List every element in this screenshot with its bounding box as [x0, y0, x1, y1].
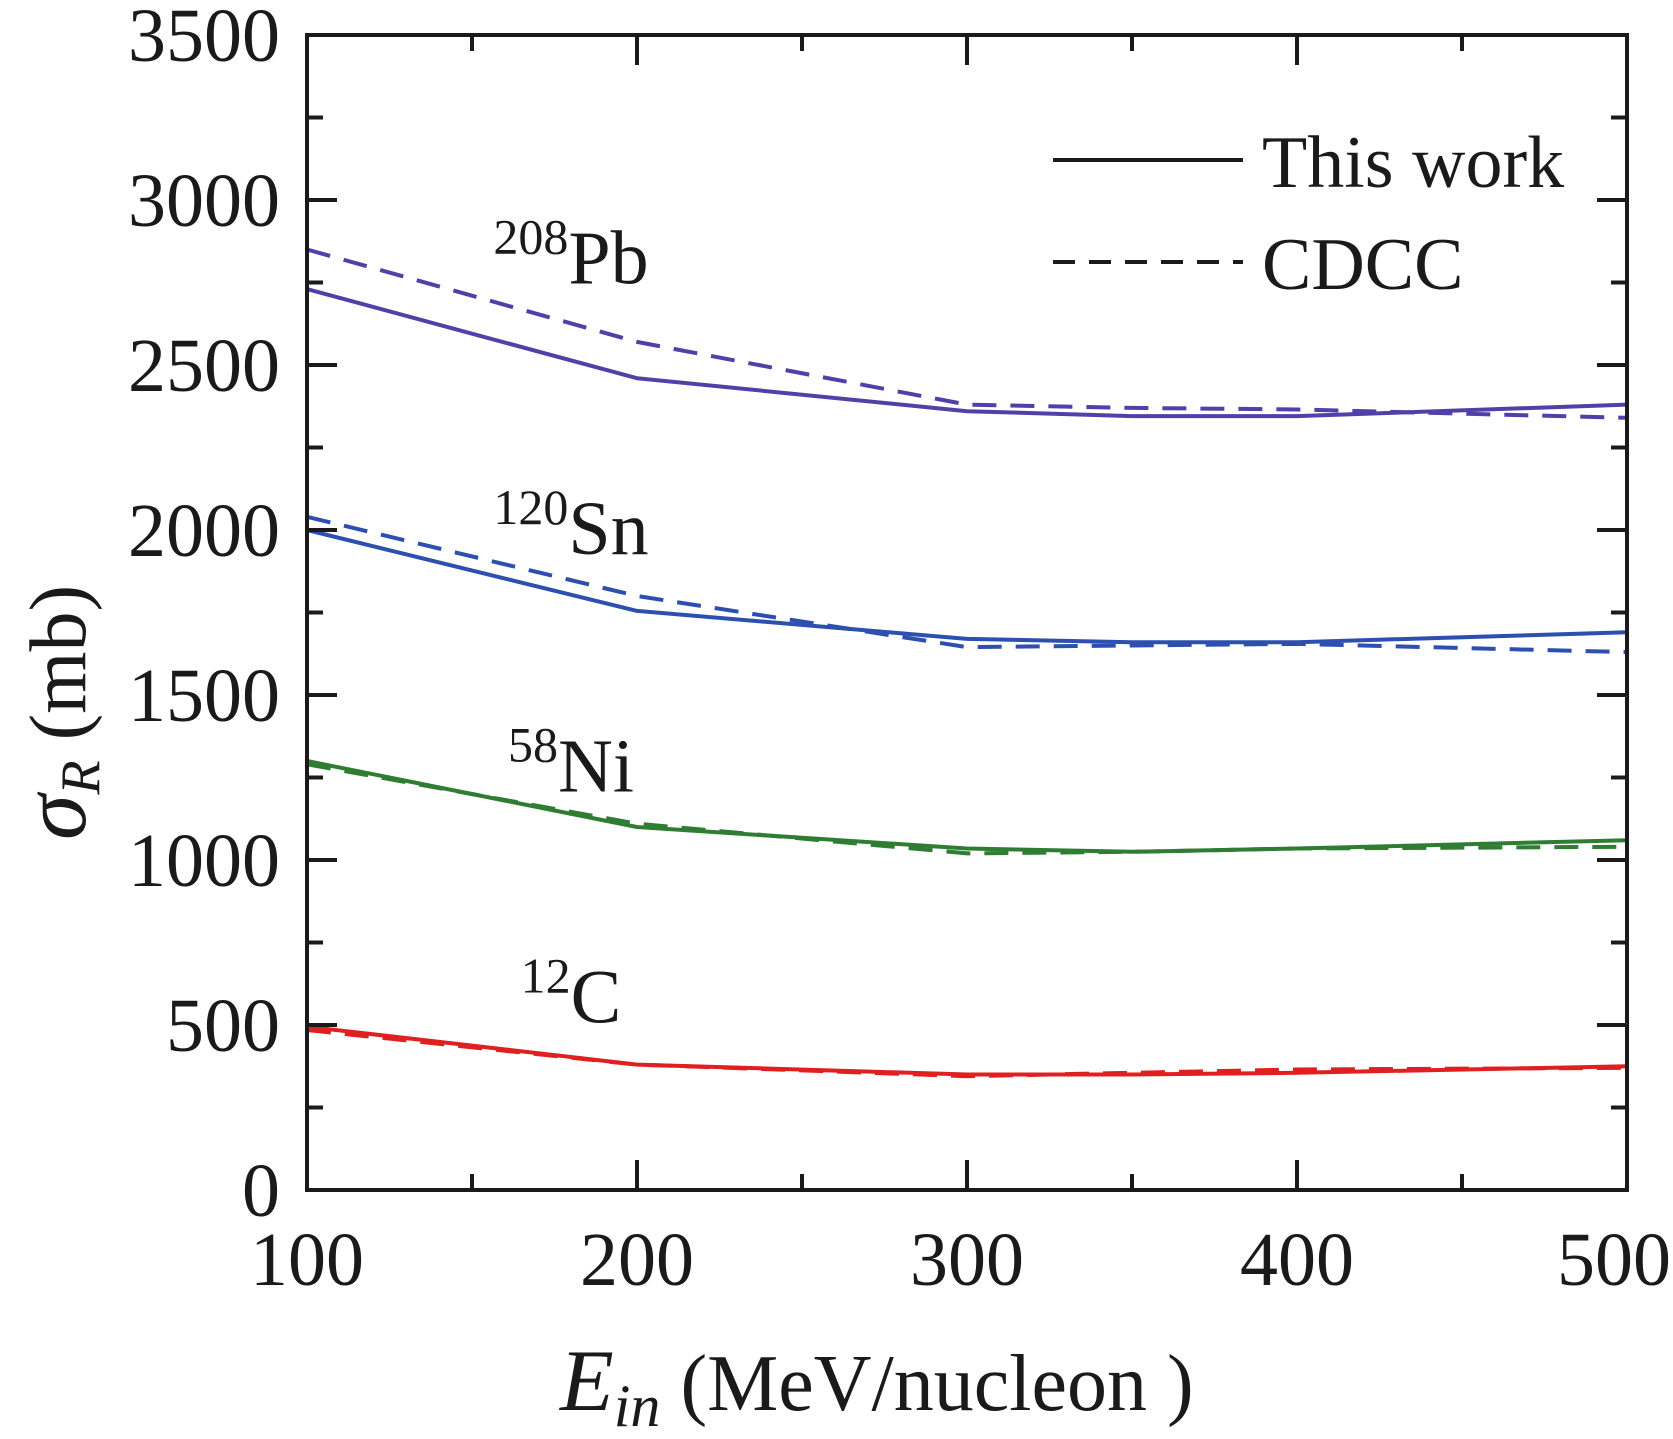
- annotation-sn: 120Sn: [493, 479, 648, 571]
- series-120sn-dashed: [306, 514, 1628, 655]
- annotation-element: C: [571, 956, 622, 1040]
- legend-label-cdcc: CDCC: [1262, 224, 1464, 306]
- y-tick-label: 2500: [128, 324, 280, 408]
- y-tick-label: 1500: [128, 654, 280, 738]
- x-axis-symbol: E: [558, 1333, 614, 1430]
- x-tick-label: 200: [580, 1218, 694, 1302]
- y-tick-label: 2000: [128, 489, 280, 573]
- legend-label-this-work: This work: [1262, 122, 1564, 204]
- series-12c-dashed: [306, 1028, 1628, 1079]
- series-208pb-solid: [306, 287, 1628, 419]
- y-tick-label: 500: [166, 984, 280, 1068]
- series-58ni-solid: [306, 759, 1628, 854]
- plot-frame: [305, 33, 1629, 1192]
- x-axis-subscript: in: [614, 1373, 661, 1439]
- annotation-element: Ni: [558, 725, 634, 809]
- tick-labels-layer: 100 200 300 400 500 0 500 1000 1500 2000 2500 3000 3…: [128, 0, 1671, 1302]
- series-58ni-dashed: [306, 762, 1628, 856]
- y-tick-label: 3500: [128, 0, 280, 78]
- y-axis-title: σR (mb): [3, 585, 112, 840]
- y-axis-subscript: R: [50, 760, 112, 795]
- annotation-mass-number: 58: [508, 717, 558, 773]
- x-tick-label: 400: [1240, 1218, 1354, 1302]
- annotation-mass-number: 120: [493, 479, 568, 535]
- y-tick-label: 3000: [128, 159, 280, 243]
- annotation-pb: 208Pb: [493, 208, 648, 300]
- x-tick-label: 500: [1557, 1218, 1671, 1302]
- y-axis-unit: (mb): [15, 585, 103, 761]
- annotations-layer: 208Pb 120Sn 58Ni 12C: [493, 208, 648, 1039]
- annotation-ni: 58Ni: [508, 717, 634, 809]
- series-208pb-dashed: [306, 247, 1628, 420]
- series-layer: [306, 247, 1628, 1079]
- ticks-layer: [305, 33, 1629, 1192]
- x-axis-unit: (MeV/nucleon ): [660, 1340, 1193, 1428]
- annotation-mass-number: 208: [493, 208, 568, 264]
- x-axis-title: Ein (MeV/nucleon ): [558, 1333, 1194, 1439]
- x-tick-label: 300: [910, 1218, 1024, 1302]
- y-tick-label: 0: [242, 1149, 280, 1233]
- annotation-mass-number: 12: [521, 948, 571, 1004]
- annotation-element: Sn: [568, 487, 648, 571]
- y-axis-symbol: σ: [3, 791, 105, 840]
- y-tick-label: 1000: [128, 819, 280, 903]
- annotation-element: Pb: [568, 216, 648, 300]
- annotation-c: 12C: [521, 948, 622, 1040]
- x-tick-label: 100: [250, 1218, 364, 1302]
- series-120sn-solid: [306, 528, 1628, 645]
- legend: This work CDCC: [1053, 122, 1564, 306]
